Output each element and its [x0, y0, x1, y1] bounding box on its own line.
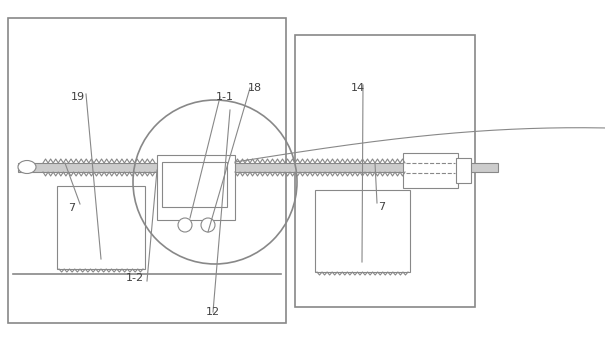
Text: 7: 7 [68, 203, 76, 213]
Bar [456, 158, 471, 183]
Bar [57, 186, 145, 269]
Bar [315, 190, 410, 272]
Bar [403, 153, 458, 188]
Text: 19: 19 [71, 92, 85, 102]
Bar [157, 155, 235, 220]
Text: 7: 7 [379, 202, 385, 212]
Circle shape [178, 218, 192, 232]
Bar [18, 163, 498, 172]
Text: 14: 14 [351, 83, 365, 93]
Text: 1-1: 1-1 [216, 92, 234, 102]
Text: 1-2: 1-2 [126, 273, 144, 283]
Bar [295, 35, 475, 307]
Bar [8, 18, 286, 323]
Circle shape [201, 218, 215, 232]
Bar [162, 162, 227, 207]
Ellipse shape [18, 160, 36, 173]
Text: 18: 18 [248, 83, 262, 93]
Text: 12: 12 [206, 307, 220, 317]
